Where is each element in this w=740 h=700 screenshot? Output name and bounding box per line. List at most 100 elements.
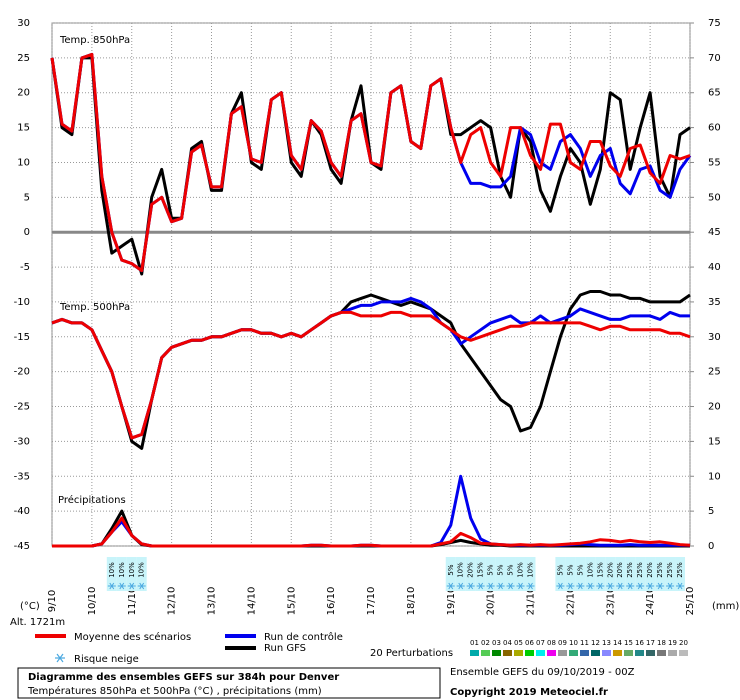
y2-tick-label: 25: [708, 367, 721, 378]
snow-risk-box: [525, 557, 536, 591]
snow-risk-label: 15%: [477, 562, 485, 578]
snow-risk-box: [505, 557, 516, 591]
y2-tick-label: 15: [708, 436, 721, 447]
snow-icon-part: [129, 582, 135, 590]
y-tick-label: -25: [14, 402, 30, 413]
snow-risk-box: [575, 557, 586, 591]
snow-icon: [666, 582, 675, 590]
y-tick-label: 0: [24, 227, 30, 238]
y2-tick-label: 5: [708, 506, 714, 517]
legend-label: 20 Perturbations: [370, 648, 453, 659]
perturbation-number: 10: [569, 639, 578, 647]
snow-icon-part: [557, 582, 563, 590]
y-tick-label: -10: [14, 297, 30, 308]
snow-risk-label: 10%: [517, 562, 525, 578]
perturbation-number: 20: [679, 639, 688, 647]
snow-icon-part: [478, 582, 484, 590]
snow-icon: [566, 582, 575, 590]
perturbation-swatch: [492, 650, 501, 656]
snow-icon: [117, 582, 126, 590]
series-line: [52, 516, 691, 548]
y2-tick-label: 40: [708, 262, 721, 273]
snow-risk-label: 20%: [616, 562, 624, 578]
snow-icon: [606, 582, 615, 590]
snow-icon-part: [597, 582, 603, 590]
snow-risk-box: [585, 557, 596, 591]
y-tick-label: -15: [14, 332, 30, 343]
y2-tick-label: 30: [708, 332, 721, 343]
snow-icon: [576, 582, 585, 590]
x-tick-label: 9/10: [47, 590, 58, 612]
series-line: [50, 52, 691, 273]
x-tick-label: 20/10: [486, 587, 497, 616]
perturbation-number: 04: [503, 639, 512, 647]
snow-icon: [596, 582, 605, 590]
x-tick-label: 15/10: [286, 587, 297, 616]
snow-risk-box: [615, 557, 626, 591]
y-tick-label: 10: [17, 157, 30, 168]
snow-risk-box: [495, 557, 506, 591]
snow-risk-box: [675, 557, 686, 591]
y-axis-label: (°C): [20, 601, 40, 612]
snow-icon-part: [109, 582, 115, 590]
perturbation-swatch: [514, 650, 523, 656]
snow-risk-label: 15%: [596, 562, 604, 578]
snow-risk-box: [605, 557, 616, 591]
x-tick-label: 21/10: [526, 587, 537, 616]
altitude: Alt. 1721m: [10, 617, 65, 628]
y-tick-label: -30: [14, 436, 30, 447]
snow-risk-label: 20%: [646, 562, 654, 578]
perturbation-number: 11: [580, 639, 589, 647]
snow-icon: [646, 582, 655, 590]
snow-icon-part: [508, 582, 513, 590]
y2-tick-label: 20: [708, 402, 721, 413]
snow-risk-label: 10%: [138, 562, 146, 578]
perturbation-swatch: [602, 650, 611, 656]
snow-risk-label: 10%: [118, 562, 126, 578]
perturbation-number: 03: [492, 639, 501, 647]
perturbation-swatch: [624, 650, 633, 656]
perturbation-number: 06: [525, 639, 534, 647]
snow-icon-part: [119, 582, 125, 590]
snow-risk-label: 20%: [606, 562, 614, 578]
perturbation-number: 01: [470, 639, 479, 647]
caption-title: Diagramme des ensembles GEFS sur 384h po…: [28, 672, 339, 683]
perturbation-swatch: [657, 650, 666, 656]
y-tick-label: -5: [20, 262, 30, 273]
x-tick-label: 11/10: [127, 587, 138, 616]
snow-icon-part: [607, 582, 613, 590]
x-tick-label: 14/10: [246, 587, 257, 616]
perturbation-number: 19: [668, 639, 677, 647]
snow-risk-label: 25%: [626, 562, 634, 578]
snow-icon: [496, 582, 505, 590]
y2-tick-label: 70: [708, 53, 721, 64]
snow-risk-label: 10%: [128, 562, 136, 578]
snow-icon: [55, 653, 65, 663]
snow-icon-part: [139, 582, 145, 590]
snow-icon: [476, 582, 485, 590]
snow-risk-label: 5%: [487, 564, 495, 575]
snow-icon-part: [647, 582, 653, 590]
snow-risk-box: [106, 557, 117, 591]
perturbation-swatch: [635, 650, 644, 656]
snow-risk-label: 25%: [656, 562, 664, 578]
y-tick-label: 25: [17, 53, 30, 64]
perturbation-swatch: [569, 650, 578, 656]
snow-icon-part: [627, 582, 633, 590]
snow-risk-box: [455, 557, 466, 591]
x-tick-label: 16/10: [326, 587, 337, 616]
snow-risk-box: [635, 557, 646, 591]
y2-tick-label: 65: [708, 88, 721, 99]
snow-icon-part: [667, 582, 673, 590]
snow-icon-part: [657, 582, 663, 590]
snow-icon-part: [498, 582, 504, 590]
legend-label: Run GFS: [264, 643, 306, 654]
panel-label: Temp. 500hPa: [59, 302, 130, 313]
x-tick-label: 24/10: [645, 587, 656, 616]
y2-tick-label: 60: [708, 123, 721, 134]
snow-risk-box: [645, 557, 656, 591]
snow-icon: [616, 582, 625, 590]
snow-risk-label: 25%: [636, 562, 644, 578]
y2-tick-label: 0: [708, 541, 714, 552]
